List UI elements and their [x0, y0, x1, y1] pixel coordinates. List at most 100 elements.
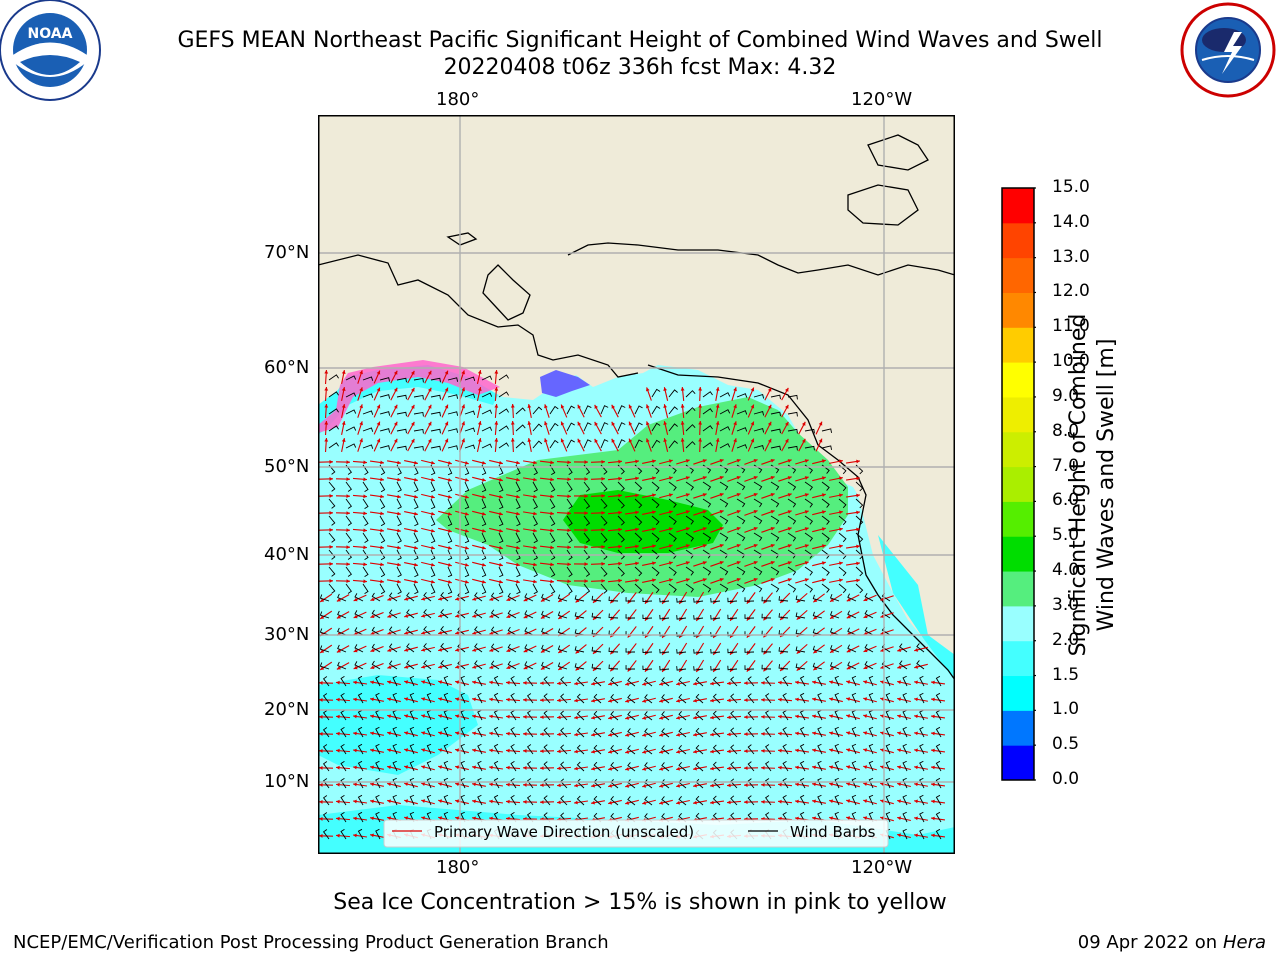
- wind-barb: [591, 646, 602, 653]
- wind-barb: [357, 709, 364, 721]
- wave-direction-arrowhead: [319, 765, 323, 770]
- wind-barb: [357, 726, 364, 738]
- wave-direction-arrowhead: [753, 578, 758, 582]
- wind-barb: [375, 777, 381, 789]
- wind-barb: [902, 811, 908, 823]
- wave-direction-arrowhead: [567, 579, 571, 584]
- wave-direction-arrowhead: [438, 714, 443, 719]
- wave-direction-arrowhead: [663, 421, 668, 426]
- colorbar-label-line2: Wind Waves and Swell [m]: [1094, 338, 1119, 632]
- wave-direction-arrowhead: [702, 561, 707, 565]
- wave-direction-arrowhead: [856, 544, 860, 549]
- wave-direction-arrowhead: [863, 597, 868, 602]
- wind-barb: [406, 660, 415, 670]
- wave-direction-arrowhead: [880, 697, 885, 702]
- wave-direction-arrowhead: [455, 816, 460, 821]
- wave-direction-arrowhead: [635, 476, 639, 481]
- wave-direction-arrowhead: [336, 782, 340, 787]
- wind-barb: [712, 795, 721, 806]
- wind-barb: [851, 743, 857, 755]
- wave-direction-arrowhead: [914, 816, 918, 821]
- wave-direction-arrowhead: [341, 438, 346, 442]
- wave-direction-arrowhead: [863, 816, 868, 820]
- wave-direction-arrowhead: [393, 421, 398, 426]
- wave-direction-arrowhead: [575, 649, 580, 654]
- wind-barb: [719, 481, 729, 491]
- wave-direction-arrowhead: [438, 647, 443, 652]
- wind-barb: [375, 828, 381, 840]
- wind-barb: [712, 727, 721, 738]
- wave-direction-arrowhead: [455, 799, 460, 804]
- wind-barb: [447, 445, 459, 450]
- wave-direction-arrowhead: [319, 731, 323, 736]
- wave-direction-arrowhead: [461, 387, 465, 392]
- colorbar-swatch: [1002, 710, 1034, 746]
- wind-barb: [460, 709, 466, 721]
- wind-barb: [659, 665, 670, 671]
- wave-direction-arrowhead: [438, 799, 443, 804]
- wind-barb: [406, 643, 415, 653]
- wave-direction-arrowhead: [812, 714, 816, 719]
- wind-barb: [804, 583, 813, 593]
- wave-direction-arrowhead: [795, 697, 799, 702]
- wind-barb: [787, 498, 797, 508]
- wind-barb: [345, 443, 357, 449]
- wave-direction-arrowhead: [353, 833, 357, 838]
- wave-direction-arrowhead: [795, 782, 799, 787]
- wind-barb: [644, 677, 653, 687]
- wind-barb: [396, 428, 407, 434]
- wind-barb: [795, 646, 806, 653]
- wind-barb: [319, 628, 330, 636]
- wind-barb: [885, 760, 891, 772]
- wind-barb: [413, 583, 419, 595]
- wave-direction-arrowhead: [477, 387, 482, 392]
- wave-direction-arrowhead: [387, 665, 392, 669]
- wave-direction-arrowhead: [787, 459, 792, 463]
- wind-barb: [574, 595, 585, 602]
- wind-barb: [557, 628, 568, 636]
- wind-barb: [868, 760, 874, 772]
- wind-barb: [782, 675, 789, 687]
- wave-direction-arrowhead: [523, 799, 527, 804]
- wind-barb: [515, 549, 521, 561]
- wave-direction-arrowhead: [393, 404, 398, 409]
- plot-title: GEFS MEAN Northeast Pacific Significant …: [177, 28, 1103, 53]
- wind-barb: [608, 647, 619, 653]
- wave-direction-arrowhead: [455, 613, 460, 618]
- wind-barb: [902, 709, 908, 721]
- wind-barb: [566, 498, 573, 509]
- wave-direction-arrowhead: [770, 459, 775, 463]
- wind-barb: [770, 445, 781, 451]
- wave-direction-arrowhead: [625, 715, 630, 720]
- wave-direction-arrowhead: [477, 370, 482, 375]
- wind-barb: [447, 464, 453, 476]
- wind-barb: [693, 615, 704, 620]
- wave-direction-arrowhead: [363, 460, 367, 465]
- wind-barb: [507, 643, 517, 653]
- wind-barb: [719, 498, 729, 508]
- wave-direction-arrowhead: [685, 510, 690, 514]
- wind-barb: [834, 675, 840, 687]
- wave-direction-arrowhead: [863, 799, 868, 803]
- wave-direction-arrowhead: [387, 597, 392, 601]
- wave-direction-arrowhead: [444, 404, 449, 409]
- wave-direction-arrowhead: [427, 421, 432, 426]
- colorbar-tick-label: 1.5: [1052, 664, 1080, 685]
- wind-barb: [787, 394, 798, 400]
- wind-barb: [543, 727, 551, 738]
- wind-barb: [834, 692, 840, 704]
- wave-direction-arrowhead: [359, 370, 363, 375]
- wave-direction-arrowhead: [727, 783, 731, 788]
- wind-barb: [354, 593, 364, 602]
- wave-direction-arrowhead: [767, 438, 772, 443]
- wave-direction-arrowhead: [601, 493, 605, 498]
- wave-direction-arrowhead: [461, 370, 465, 375]
- wave-direction-arrowhead: [787, 476, 792, 480]
- wave-direction-arrowhead: [370, 816, 374, 821]
- wind-barb: [678, 745, 687, 755]
- wind-barb: [549, 481, 556, 493]
- wave-direction-arrowhead: [591, 800, 595, 805]
- wind-barb: [526, 761, 534, 772]
- wind-barb: [821, 428, 833, 433]
- wind-barb: [430, 445, 441, 451]
